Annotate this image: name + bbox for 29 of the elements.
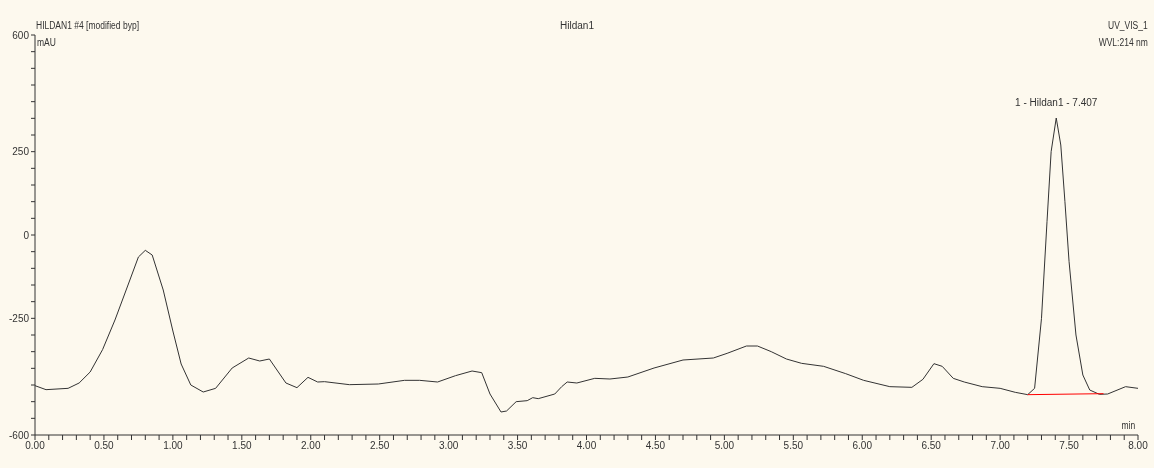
x-tick-label: 2.50	[369, 440, 390, 452]
y-tick-label: 600	[12, 29, 30, 41]
y-axis-title: mAU	[37, 37, 56, 48]
x-tick-label: 0.50	[94, 440, 115, 452]
x-tick-label: 7.00	[990, 440, 1011, 452]
y-tick-label: -250	[8, 312, 30, 324]
x-axis-title: min	[1121, 420, 1135, 431]
x-tick-label: 3.00	[438, 440, 459, 452]
text: HILDAN1 #4 [modified byp]	[36, 20, 139, 31]
x-tick-label: 4.00	[576, 440, 597, 452]
y-tick-label: -600	[8, 429, 30, 441]
x-tick-label: 1.50	[232, 440, 252, 452]
annotation: WVL:214 nm	[1098, 37, 1148, 48]
x-tick-label: 6.00	[852, 440, 873, 452]
x-tick-label: 2.00	[301, 440, 321, 452]
y-tick-label: 0	[23, 229, 30, 241]
x-tick-label: 5.00	[714, 440, 735, 452]
x-tick-label: 3.50	[507, 440, 528, 452]
annotation: 1 - Hildan1 - 7.407	[1015, 97, 1098, 108]
text: UV_VIS_1	[1108, 20, 1148, 31]
x-tick-label: 0.00	[25, 440, 46, 452]
x-tick-label: 6.50	[921, 440, 942, 452]
x-tick-label: 7.50	[1059, 440, 1080, 452]
x-tick-label: 8.00	[1128, 440, 1149, 452]
chart-title: Hildan1	[560, 20, 594, 31]
y-tick-label: 250	[12, 146, 30, 158]
x-tick-label: 4.50	[645, 440, 666, 452]
x-tick-label: 1.00	[163, 440, 184, 452]
x-tick-label: 5.50	[783, 440, 804, 452]
